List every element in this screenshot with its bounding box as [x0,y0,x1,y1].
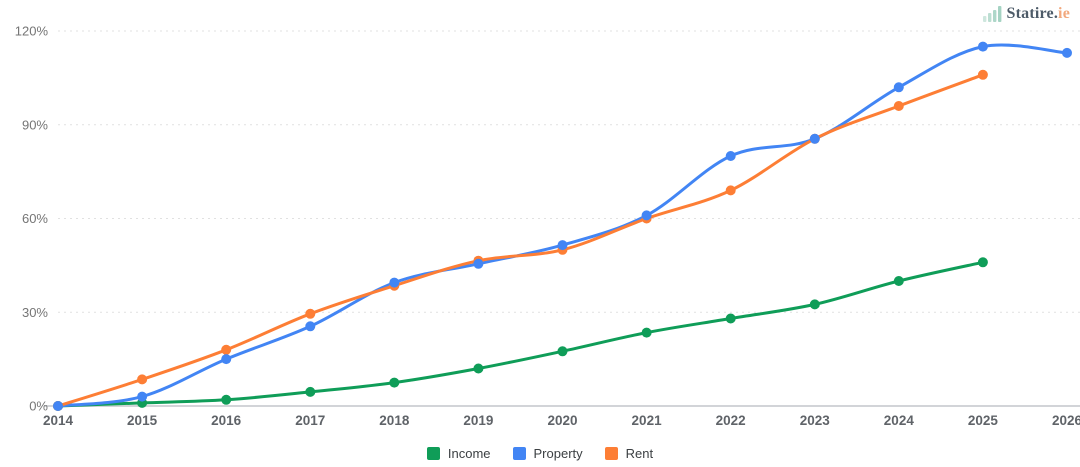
data-point-property[interactable] [557,240,568,251]
brand-logo: Statire.ie [982,5,1070,23]
x-axis-tick-label: 2014 [43,413,74,428]
data-point-income[interactable] [809,299,820,310]
legend-item-property: Property [512,446,583,461]
x-axis-tick-label: 2017 [295,413,325,428]
data-point-property[interactable] [221,354,232,365]
bar-chart-icon [982,6,1001,22]
line-chart: 0% 30% 60% 90% 120% 2014 2015 2016 2017 2018 2019 2… [15,24,1080,428]
data-point-income[interactable] [641,327,652,338]
y-axis-tick-label: 120% [15,24,49,39]
legend-label: Income [447,446,491,461]
data-point-rent[interactable] [725,185,736,196]
legend-item-income: Income [426,446,491,461]
brand-name: Statire.ie [1007,5,1070,23]
data-point-income[interactable] [305,386,316,397]
x-axis-tick-label: 2016 [211,413,242,428]
x-axis-tick-label: 2023 [800,413,831,428]
legend-label: Rent [625,446,654,461]
x-axis-tick-label: 2021 [632,413,663,428]
data-point-rent[interactable] [893,101,904,111]
data-point-property[interactable] [473,258,484,269]
data-point-property[interactable] [1062,47,1072,58]
x-axis-tick-label: 2025 [968,413,999,428]
series-line-income [56,260,985,408]
data-point-income[interactable] [473,363,484,374]
data-point-income[interactable] [221,394,232,405]
brand-name-suffix: ie [1058,5,1070,22]
data-point-rent[interactable] [221,344,232,355]
legend-swatch-property [512,447,526,460]
y-axis-tick-label: 30% [22,305,48,320]
legend-swatch-income [426,447,440,460]
data-point-income[interactable] [893,276,904,286]
x-axis-tick-label: 2022 [716,413,746,428]
data-point-income[interactable] [557,346,568,357]
legend-label: Property [533,446,583,461]
data-point-property[interactable] [305,321,316,332]
x-axis-tick-label: 2019 [463,413,493,428]
data-point-property[interactable] [725,151,736,161]
y-axis-tick-label: 0% [29,399,48,414]
y-axis-tick-label: 90% [22,117,48,132]
data-point-income[interactable] [977,257,988,268]
legend-item-rent: Rent [604,446,654,461]
data-point-rent[interactable] [137,374,148,385]
x-axis-tick-label: 2020 [547,413,577,428]
x-axis-tick-label: 2018 [379,413,410,428]
x-axis-tick-label: 2024 [884,413,915,428]
data-point-property[interactable] [893,82,904,93]
data-point-rent[interactable] [977,69,988,80]
x-axis-tick-label: 2015 [127,413,158,428]
x-axis-tick-label: 2026 [1052,413,1080,428]
data-point-income[interactable] [389,377,400,388]
data-point-property[interactable] [641,210,652,221]
data-point-property[interactable] [137,391,148,402]
data-point-property[interactable] [809,133,820,144]
legend-swatch-rent [604,447,618,460]
data-point-property[interactable] [389,277,400,288]
series-line-rent [56,73,985,408]
data-point-income[interactable] [725,313,736,324]
data-point-property[interactable] [977,41,988,52]
y-axis-tick-label: 60% [22,211,48,226]
data-point-property[interactable] [53,401,63,411]
chart-legend: Income Property Rent [0,446,1080,461]
data-point-rent[interactable] [305,308,316,319]
brand-name-primary: Statire. [1006,5,1059,22]
